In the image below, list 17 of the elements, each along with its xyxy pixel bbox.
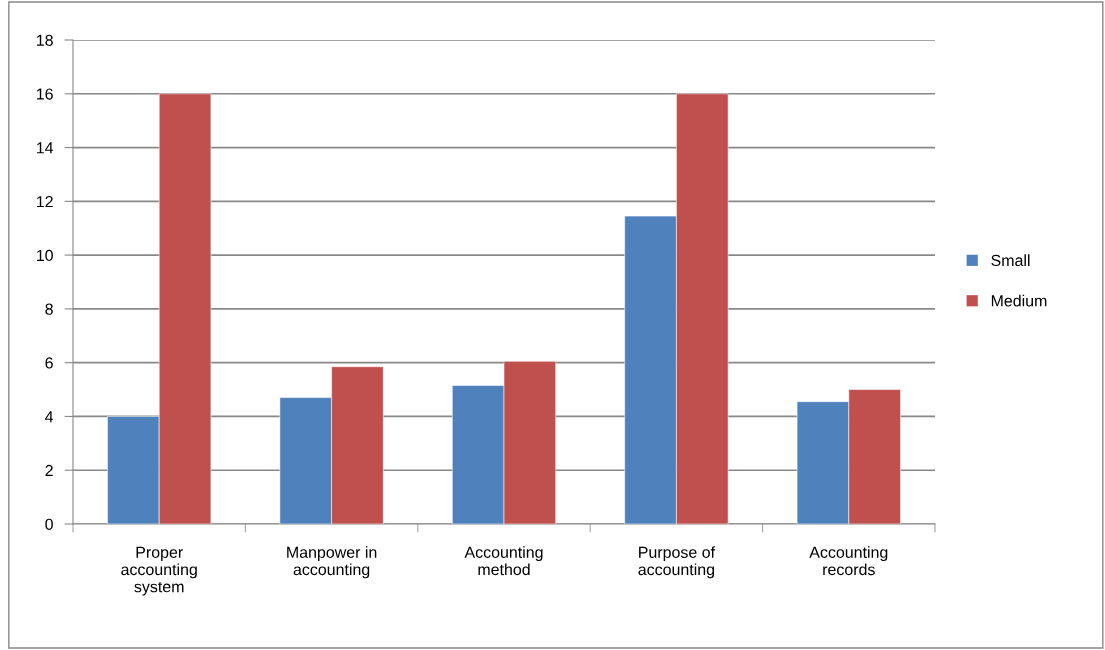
y-tick-label: 14	[37, 142, 54, 154]
y-tick-label: 8	[45, 303, 53, 315]
y-tick-label: 2	[45, 464, 53, 477]
y-tick-label: 4	[45, 411, 54, 423]
y-tick-label: 0	[45, 518, 53, 530]
x-tick-label: Accounting method	[464, 546, 543, 576]
x-tick-label: Manpower in accounting	[287, 546, 377, 579]
x-tick-label: Purpose of accounting	[638, 546, 716, 579]
y-tick-label: 6	[45, 357, 53, 369]
x-tick-label: Accounting records	[809, 546, 888, 576]
y-tick-label: 16	[37, 88, 53, 100]
legend-label: Medium	[991, 294, 1047, 307]
y-tick-label: 12	[37, 195, 53, 208]
x-tick-label: Proper accounting system	[121, 546, 197, 596]
y-tick-label: 18	[37, 34, 53, 46]
legend-label: Small	[991, 254, 1030, 267]
y-tick-label: 10	[37, 249, 53, 262]
